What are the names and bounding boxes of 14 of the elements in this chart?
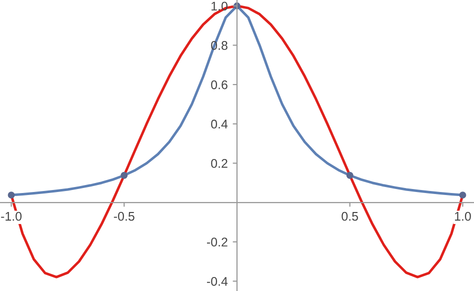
y-tick-label: 1.0 bbox=[212, 2, 228, 11]
point bbox=[346, 172, 354, 179]
y-tick-label: -0.4 bbox=[206, 276, 228, 286]
x-tick-label: 1.0 bbox=[454, 212, 471, 221]
point bbox=[120, 172, 128, 179]
y-tick-label: 0.2 bbox=[211, 158, 228, 168]
x-tick-label: -1.0 bbox=[1, 212, 22, 221]
y-tick-label: 0.6 bbox=[211, 80, 228, 90]
x-tick-label: -0.5 bbox=[114, 212, 134, 221]
point bbox=[459, 192, 466, 199]
y-tick-label: -0.2 bbox=[206, 238, 228, 246]
x-tick-label: 0.5 bbox=[342, 212, 358, 221]
y-tick-label: 0.4 bbox=[211, 120, 228, 129]
point bbox=[8, 192, 15, 199]
